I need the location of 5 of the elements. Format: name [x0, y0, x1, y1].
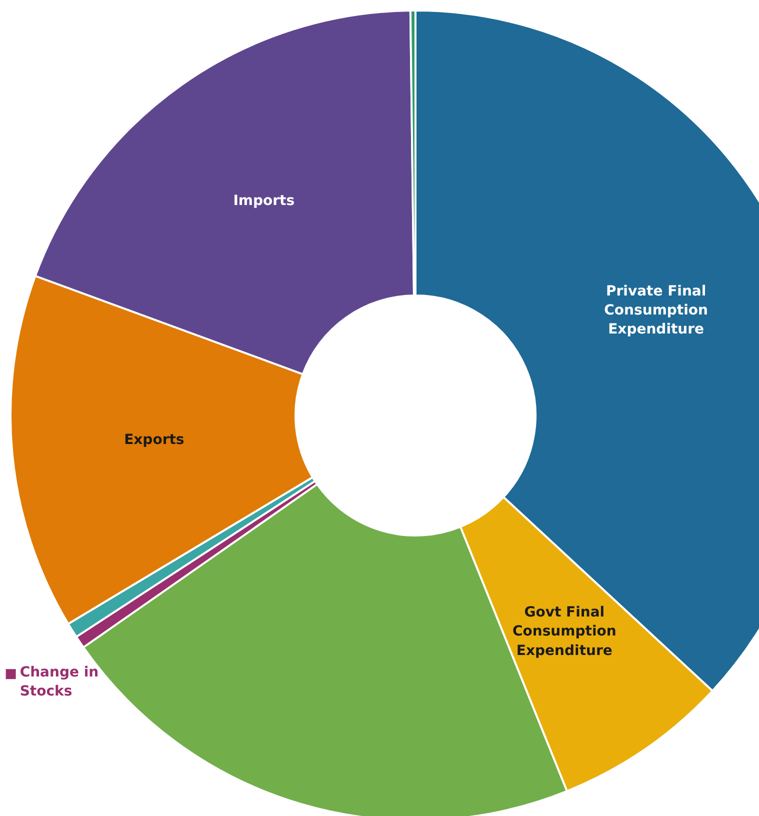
- legend-label: Change in Stocks: [20, 664, 99, 700]
- slice-label: Imports: [233, 193, 295, 210]
- slice-label: Exports: [124, 432, 184, 448]
- slice-label: Govt Final Consumption Expenditure: [512, 604, 616, 659]
- slice-label: Private Final Consumption Expenditure: [604, 283, 708, 338]
